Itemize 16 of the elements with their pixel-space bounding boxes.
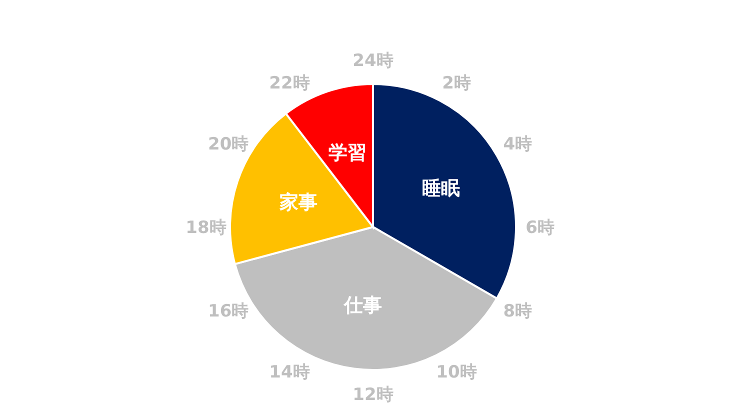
slice-label: 家事 — [278, 191, 318, 214]
text: 2時 — [442, 73, 471, 94]
text: 4時 — [503, 134, 532, 154]
text: 20時 — [208, 134, 249, 154]
text: 24時 — [352, 50, 394, 71]
text: 18時 — [186, 218, 226, 238]
slice-label: 睡眠 — [422, 177, 460, 200]
text: 14時 — [269, 362, 310, 383]
text: 8時 — [503, 301, 532, 322]
text: 16時 — [208, 301, 249, 322]
slice-label: 仕事 — [342, 294, 382, 317]
text: 10時 — [436, 362, 477, 383]
text: 12時 — [352, 384, 394, 405]
text: 6時 — [526, 218, 554, 238]
text: 22時 — [269, 73, 310, 94]
slice-label: 学習 — [328, 142, 367, 164]
